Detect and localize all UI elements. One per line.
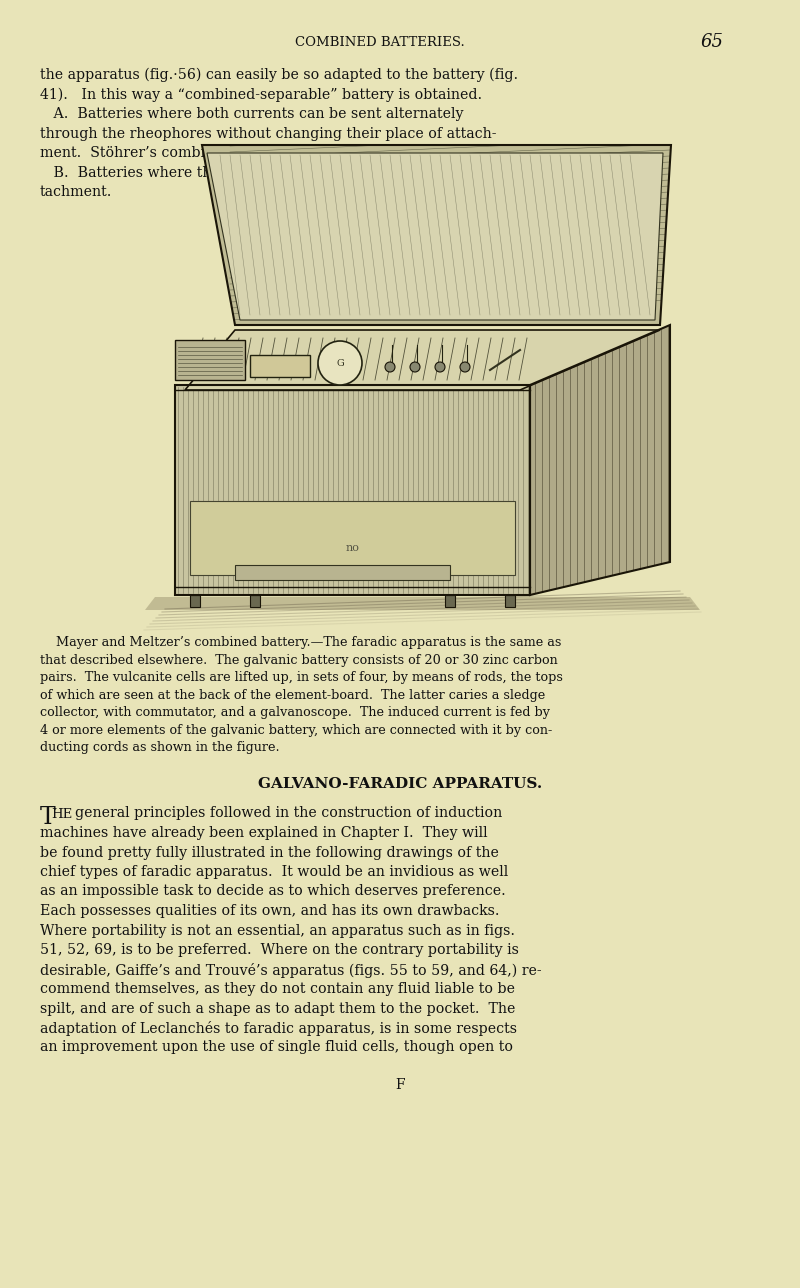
Polygon shape xyxy=(185,330,660,390)
Polygon shape xyxy=(175,340,245,380)
Text: machines have already been explained in Chapter I.  They will: machines have already been explained in … xyxy=(40,826,488,840)
Polygon shape xyxy=(530,325,670,595)
Polygon shape xyxy=(190,501,515,574)
Circle shape xyxy=(318,341,362,385)
Text: ment.  Stöhrer’s combined battery belongs to this category.: ment. Stöhrer’s combined battery belongs… xyxy=(40,146,469,160)
Circle shape xyxy=(410,362,420,372)
Bar xyxy=(250,595,260,607)
Text: Each possesses qualities of its own, and has its own drawbacks.: Each possesses qualities of its own, and… xyxy=(40,904,499,918)
Bar xyxy=(445,595,455,607)
Text: 4 or more elements of the galvanic battery, which are connected with it by con-: 4 or more elements of the galvanic batte… xyxy=(40,724,552,737)
Circle shape xyxy=(460,362,470,372)
Text: chief types of faradic apparatus.  It would be an invidious as well: chief types of faradic apparatus. It wou… xyxy=(40,866,508,878)
Text: general principles followed in the construction of induction: general principles followed in the const… xyxy=(75,806,502,820)
Bar xyxy=(505,595,515,607)
Text: commend themselves, as they do not contain any fluid liable to be: commend themselves, as they do not conta… xyxy=(40,981,515,996)
Text: 51, 52, 69, is to be preferred.  Where on the contrary portability is: 51, 52, 69, is to be preferred. Where on… xyxy=(40,943,519,957)
Text: spilt, and are of such a shape as to adapt them to the pocket.  The: spilt, and are of such a shape as to ada… xyxy=(40,1002,515,1015)
Text: B.  Batteries where the rheophores have separate points of at-: B. Batteries where the rheophores have s… xyxy=(40,165,502,179)
Polygon shape xyxy=(175,385,530,595)
Text: of which are seen at the back of the element-board.  The latter caries a sledge: of which are seen at the back of the ele… xyxy=(40,689,546,702)
Text: F: F xyxy=(395,1078,405,1092)
Text: desirable, Gaiffe’s and Trouvé’s apparatus (figs. 55 to 59, and 64,) re-: desirable, Gaiffe’s and Trouvé’s apparat… xyxy=(40,962,542,978)
Bar xyxy=(190,595,200,607)
Text: an improvement upon the use of single fluid cells, though open to: an improvement upon the use of single fl… xyxy=(40,1041,513,1055)
Text: 41).   In this way a “combined-separable” battery is obtained.: 41). In this way a “combined-separable” … xyxy=(40,88,482,102)
Text: through the rheophores without changing their place of attach-: through the rheophores without changing … xyxy=(40,126,497,140)
Text: ducting cords as shown in the figure.: ducting cords as shown in the figure. xyxy=(40,741,280,753)
Polygon shape xyxy=(207,153,663,319)
Text: Fig. 50.: Fig. 50. xyxy=(372,215,428,228)
Text: tachment.: tachment. xyxy=(40,185,112,200)
Text: G: G xyxy=(336,358,344,367)
Text: 65: 65 xyxy=(700,33,723,52)
Circle shape xyxy=(385,362,395,372)
Text: that described elsewhere.  The galvanic battery consists of 20 or 30 zinc carbon: that described elsewhere. The galvanic b… xyxy=(40,653,558,666)
Text: as an impossible task to decide as to which deserves preference.: as an impossible task to decide as to wh… xyxy=(40,885,506,899)
Text: GALVANO-FARADIC APPARATUS.: GALVANO-FARADIC APPARATUS. xyxy=(258,777,542,791)
Text: A.  Batteries where both currents can be sent alternately: A. Batteries where both currents can be … xyxy=(40,107,463,121)
Polygon shape xyxy=(250,355,310,377)
Text: Where portability is not an essential, an apparatus such as in figs.: Where portability is not an essential, a… xyxy=(40,923,515,938)
Text: the apparatus (fig.·56) can easily be so adapted to the battery (fig.: the apparatus (fig.·56) can easily be so… xyxy=(40,68,518,82)
Text: collector, with commutator, and a galvanoscope.  The induced current is fed by: collector, with commutator, and a galvan… xyxy=(40,706,550,719)
Polygon shape xyxy=(202,146,671,325)
Text: no: no xyxy=(346,542,359,553)
Text: COMBINED BATTERIES.: COMBINED BATTERIES. xyxy=(295,36,465,49)
Text: adaptation of Leclanchés to faradic apparatus, is in some respects: adaptation of Leclanchés to faradic appa… xyxy=(40,1021,517,1036)
Text: T: T xyxy=(40,806,56,829)
Text: be found pretty fully illustrated in the following drawings of the: be found pretty fully illustrated in the… xyxy=(40,845,499,859)
Polygon shape xyxy=(145,598,700,611)
Text: Mayer and Meltzer’s combined battery.—The faradic apparatus is the same as: Mayer and Meltzer’s combined battery.—Th… xyxy=(40,636,562,649)
Circle shape xyxy=(435,362,445,372)
Text: pairs.  The vulcanite cells are lifted up, in sets of four, by means of rods, th: pairs. The vulcanite cells are lifted up… xyxy=(40,671,563,684)
Text: HE: HE xyxy=(51,809,72,822)
Polygon shape xyxy=(235,565,450,580)
